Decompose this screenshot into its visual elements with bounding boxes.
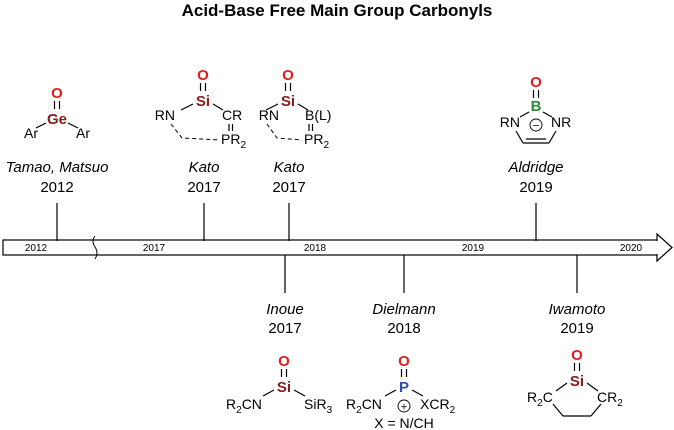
entry-year: 2017 <box>272 179 305 196</box>
entry-author: Kato <box>274 159 305 176</box>
entry-author: Iwamoto <box>549 301 606 318</box>
charge-sign: − <box>532 122 540 132</box>
amine-group-right: NR <box>551 114 571 130</box>
carbon-group: CR <box>222 107 242 123</box>
entry-author: Tamao, Matsuo <box>6 159 109 176</box>
oxoborane-structure: O B RN NR − <box>500 74 571 144</box>
silanone-ring-structure: O Si RN CR PR2 <box>155 67 247 151</box>
entry-year: 2012 <box>40 179 73 196</box>
entry-author: Inoue <box>266 301 304 318</box>
axis-label-2017: 2017 <box>143 243 166 254</box>
boron-atom: B <box>531 98 542 115</box>
oxygen-atom: O <box>398 353 410 370</box>
negative-charge-icon <box>529 118 543 132</box>
entry-year: 2018 <box>387 320 420 337</box>
timeline-break-mark <box>92 235 98 260</box>
silicon-atom: Si <box>196 93 210 110</box>
cyclic-silanone-structure: O Si R2C CR2 <box>527 347 623 417</box>
right-substituent: CR2 <box>597 389 623 409</box>
entry-year: 2017 <box>268 320 301 337</box>
oxygen-atom: O <box>51 85 63 102</box>
timeline-ticks <box>56 203 578 293</box>
entry-author: Dielmann <box>372 301 435 318</box>
silanone-boron-ring-structure: O Si RN B(L) PR2 <box>259 67 332 151</box>
left-substituent: R2CN <box>226 396 262 416</box>
oxygen-atom: O <box>530 74 542 91</box>
amine-group: RN <box>259 107 279 123</box>
backbone-dashed <box>170 123 220 141</box>
oxygen-atom: O <box>197 67 209 84</box>
axis-label-2019: 2019 <box>462 243 485 254</box>
phosphine-group: PR2 <box>221 131 246 151</box>
germanone-structure: O Ge Ar Ar <box>24 85 90 141</box>
phosphorus-carbonyl-structure: O P R2CN XCR2 + X = N/CH <box>346 353 456 430</box>
entry-year: 2017 <box>187 179 220 196</box>
silicon-atom: Si <box>277 379 291 396</box>
positive-charge-icon <box>397 399 411 413</box>
phosphorus-atom: P <box>399 379 409 396</box>
entry-year: 2019 <box>519 179 552 196</box>
oxygen-atom: O <box>282 67 294 84</box>
substituent-note: X = N/CH <box>374 415 434 430</box>
diagram-title: Acid-Base Free Main Group Carbonyls <box>182 1 493 20</box>
timeline-arrow <box>2 232 673 263</box>
silicon-atom: Si <box>570 373 584 390</box>
germanium-atom: Ge <box>47 111 67 128</box>
silicon-atom: Si <box>281 93 295 110</box>
right-substituent: SiR3 <box>304 396 333 416</box>
boron-group: B(L) <box>305 107 331 123</box>
entry-author: Kato <box>189 159 220 176</box>
silanone-acyclic-structure: O Si R2CN SiR3 <box>226 353 333 416</box>
axis-label-2020: 2020 <box>620 243 643 254</box>
right-substituent: XCR2 <box>420 396 456 416</box>
amine-group: RN <box>155 107 175 123</box>
aryl-group-left: Ar <box>24 125 38 141</box>
oxygen-atom: O <box>278 353 290 370</box>
oxygen-atom: O <box>571 347 583 364</box>
axis-label-2018: 2018 <box>304 243 327 254</box>
charge-sign: + <box>400 403 408 413</box>
entry-author: Aldridge <box>507 159 563 176</box>
phosphine-group: PR2 <box>304 131 329 151</box>
left-substituent: R2CN <box>346 396 382 416</box>
aryl-group-right: Ar <box>76 125 90 141</box>
entry-year: 2019 <box>560 320 593 337</box>
axis-label-2012: 2012 <box>25 243 48 254</box>
amine-group-left: RN <box>500 114 520 130</box>
left-substituent: R2C <box>527 389 553 409</box>
backbone-dashed <box>266 123 303 141</box>
